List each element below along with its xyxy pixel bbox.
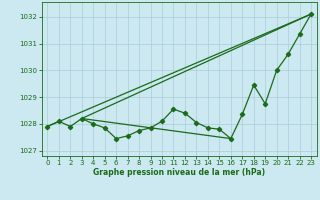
X-axis label: Graphe pression niveau de la mer (hPa): Graphe pression niveau de la mer (hPa) <box>93 168 265 177</box>
